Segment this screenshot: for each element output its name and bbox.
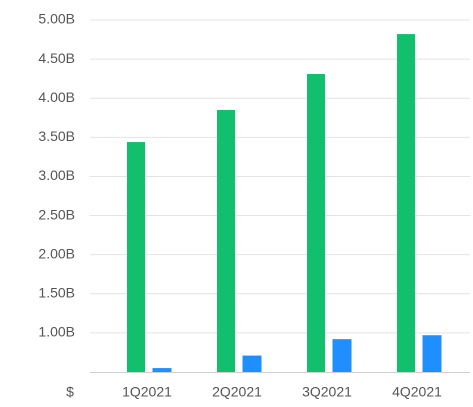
y-tick-label: 2.00B bbox=[38, 245, 75, 261]
bar bbox=[242, 355, 262, 372]
y-tick-label: 3.50B bbox=[38, 128, 75, 144]
x-tick-label: 2Q2021 bbox=[212, 384, 262, 400]
x-tick-label: 4Q2021 bbox=[392, 384, 442, 400]
bar bbox=[127, 142, 145, 372]
y-tick-label: 3.00B bbox=[38, 167, 75, 183]
y-tick-label: 5.00B bbox=[38, 11, 75, 27]
y-tick-label: 2.50B bbox=[38, 206, 75, 222]
y-tick-label: 1.50B bbox=[38, 284, 75, 300]
bar bbox=[332, 339, 352, 372]
bar bbox=[397, 34, 415, 373]
y-tick-label: 4.50B bbox=[38, 50, 75, 66]
y-unit-label: $ bbox=[66, 384, 74, 400]
y-tick-label: 4.00B bbox=[38, 89, 75, 105]
bar bbox=[217, 109, 235, 372]
x-tick-label: 1Q2021 bbox=[122, 384, 172, 400]
bar bbox=[307, 73, 325, 373]
bar bbox=[422, 335, 442, 372]
y-tick-label: 1.00B bbox=[38, 324, 75, 340]
x-tick-label: 3Q2021 bbox=[302, 384, 352, 400]
bar bbox=[152, 368, 172, 372]
